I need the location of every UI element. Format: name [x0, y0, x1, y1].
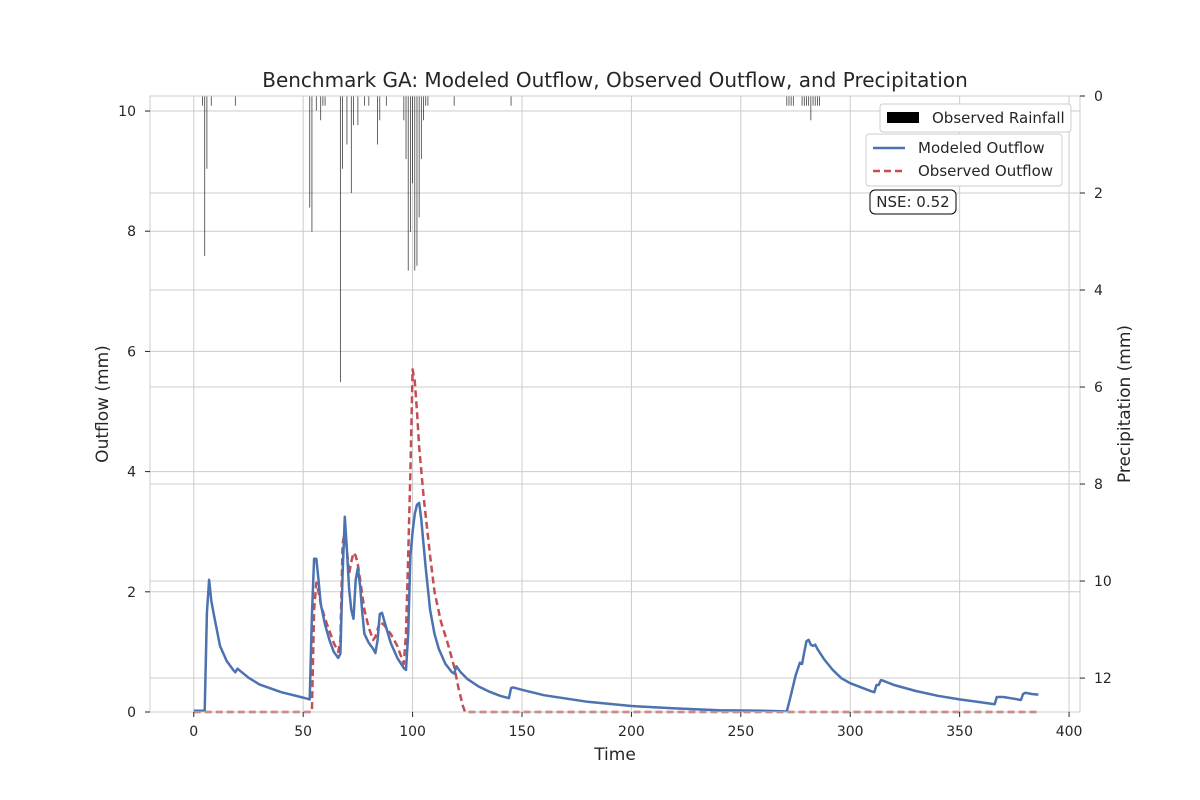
rainfall-bar — [423, 96, 424, 121]
y2-axis-title: Precipitation (mm) — [1115, 325, 1135, 483]
observed-legend-label: Observed Outflow — [918, 162, 1053, 180]
rainfall-bar — [412, 96, 413, 184]
x-tick-label: 0 — [189, 724, 198, 740]
x-tick-label: 250 — [727, 724, 754, 740]
y2-tick-label: 12 — [1094, 671, 1112, 687]
y-tick-label: 8 — [127, 224, 136, 240]
x-tick-label: 300 — [837, 724, 864, 740]
x-tick-label: 400 — [1056, 724, 1083, 740]
rainfall-bar — [234, 96, 236, 106]
y-tick-label: 2 — [127, 585, 136, 601]
y2-tick-label: 6 — [1094, 380, 1103, 396]
rainfall-bar — [202, 96, 203, 106]
y-tick-label: 10 — [118, 104, 136, 120]
rainfall-bar — [342, 96, 343, 169]
rainfall-legend: Observed Rainfall — [879, 103, 1072, 133]
nse-annotation: NSE: 0.52 — [869, 189, 957, 215]
rainfall-bars — [202, 96, 820, 383]
plot-frame — [149, 95, 1081, 713]
rainfall-bar — [403, 96, 405, 121]
y2-tick-label: 8 — [1094, 477, 1103, 493]
x-tick-label: 50 — [294, 724, 312, 740]
rainfall-bar — [385, 96, 387, 106]
y-tick-label: 0 — [127, 705, 136, 721]
y-tick-label: 6 — [127, 344, 136, 360]
rainfall-bar — [405, 96, 407, 160]
rainfall-bar — [810, 96, 812, 121]
rainfall-bar — [819, 96, 820, 106]
rainfall-bar — [322, 96, 324, 106]
rainfall-bar — [792, 96, 794, 106]
rainfall-bar — [353, 96, 354, 126]
rainfall-bar — [368, 96, 370, 106]
rainfall-bar — [453, 96, 455, 106]
rainfall-bar — [379, 96, 381, 121]
rainfall-bar — [414, 96, 416, 271]
modeled-outflow-line — [193, 501, 1039, 713]
rainfall-bar — [416, 96, 418, 266]
rainfall-bar — [812, 96, 814, 106]
rainfall-bar — [510, 96, 512, 106]
rainfall-bar — [814, 96, 816, 106]
y2-tick-label: 10 — [1094, 574, 1112, 590]
rainfall-bar — [364, 96, 365, 106]
rainfall-bar — [786, 96, 788, 106]
nse-label: NSE: 0.52 — [876, 193, 949, 211]
rainfall-legend-box — [879, 103, 1072, 133]
y2-tick-label: 4 — [1094, 283, 1103, 299]
rainfall-bar — [315, 96, 317, 111]
observed-outflow-line — [193, 368, 1039, 714]
rainfall-bar — [407, 96, 409, 271]
rainfall-bar — [806, 96, 807, 106]
x-tick-label: 350 — [946, 724, 973, 740]
rainfall-bar — [339, 96, 341, 383]
y2-ticks: 0 2 4 6 8 10 12 — [1080, 89, 1112, 687]
series-lines — [193, 368, 1039, 714]
rainfall-bar — [350, 96, 352, 194]
y2-tick-label: 2 — [1094, 186, 1103, 202]
y2-tick-label: 0 — [1094, 89, 1103, 105]
rainfall-bar — [357, 96, 359, 126]
x-tick-label: 150 — [509, 724, 536, 740]
rainfall-bar — [309, 96, 311, 208]
rainfall-bar — [324, 96, 326, 106]
rainfall-legend-label: Observed Rainfall — [932, 109, 1065, 127]
rainfall-bar — [204, 96, 206, 257]
outflow-legend-box — [865, 133, 1063, 187]
chart-title: Benchmark GA: Modeled Outflow, Observed … — [262, 68, 968, 92]
x-tick-label: 100 — [399, 724, 426, 740]
rainfall-bar — [817, 96, 818, 106]
x-axis-title: Time — [593, 745, 636, 765]
x-tick-label: 200 — [618, 724, 645, 740]
rainfall-bar — [210, 96, 212, 106]
rainfall-legend-swatch — [887, 112, 919, 123]
rainfall-bar — [788, 96, 790, 106]
outflow-legend: Modeled Outflow Observed Outflow — [865, 133, 1063, 187]
rainfall-bar — [311, 96, 313, 232]
rainfall-bar — [803, 96, 805, 106]
rainfall-bar — [377, 96, 378, 145]
rainfall-bar — [808, 96, 810, 106]
nse-box — [869, 189, 957, 215]
grid — [150, 95, 1080, 713]
rainfall-bar — [420, 96, 422, 160]
y-axis-title: Outflow (mm) — [93, 345, 113, 463]
modeled-legend-label: Modeled Outflow — [918, 139, 1045, 157]
rainfall-bar — [320, 96, 322, 121]
rainfall-bar — [346, 96, 348, 145]
x-ticks: 0 50 100 150 200 250 300 350 400 — [189, 712, 1082, 740]
rainfall-bar — [790, 96, 792, 106]
rainfall-bar — [410, 96, 411, 232]
rainfall-bar — [206, 96, 208, 169]
rainfall-bar — [801, 96, 803, 106]
rainfall-bar — [427, 96, 429, 106]
rainfall-bar — [425, 96, 427, 106]
rainfall-bar — [418, 96, 420, 218]
y-tick-label: 4 — [127, 465, 136, 481]
y-ticks: 0 2 4 6 8 10 — [118, 104, 150, 721]
